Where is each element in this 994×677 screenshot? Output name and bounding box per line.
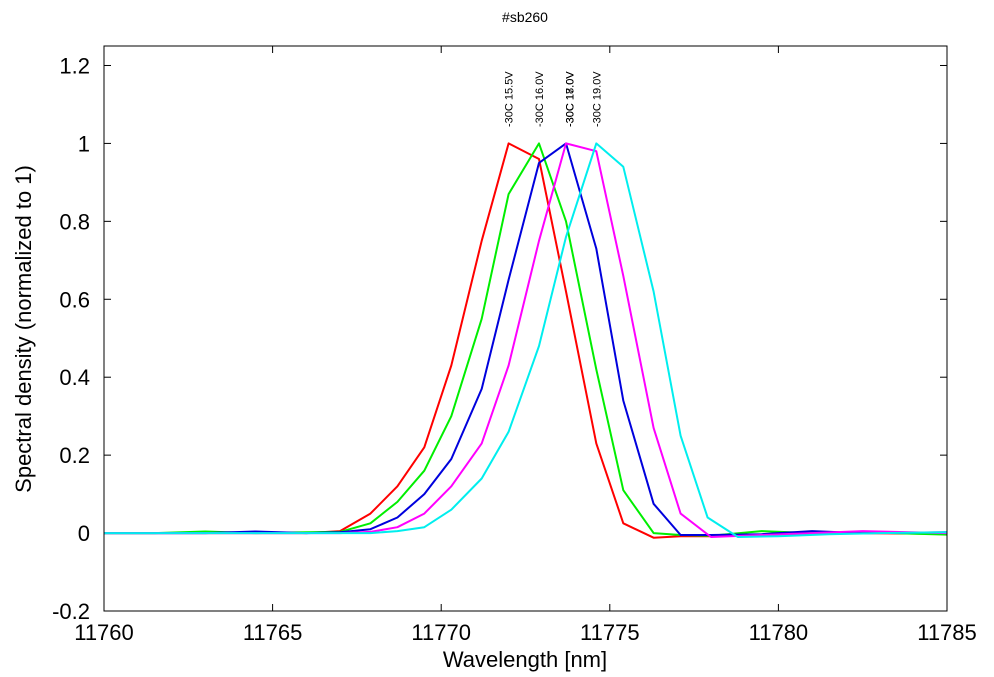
peak-label: -30C 19.0V xyxy=(591,71,603,127)
x-tick-label: 11765 xyxy=(243,620,303,645)
x-tick-label: 11770 xyxy=(411,620,471,645)
x-tick-label: 11785 xyxy=(917,620,977,645)
peak-label: -30C 17.0V xyxy=(564,71,576,127)
chart-title: #sb260 xyxy=(502,9,548,25)
y-axis-label: Spectral density (normalized to 1) xyxy=(11,165,36,493)
y-tick-label: 1.2 xyxy=(59,53,90,78)
x-axis: 11760 11765 11770 11775 11780 11785 xyxy=(74,46,977,645)
y-tick-label: 0.2 xyxy=(59,443,90,468)
y-tick-label: 0.6 xyxy=(59,287,90,312)
y-tick-label: 1 xyxy=(78,131,90,156)
x-tick-label: 11775 xyxy=(580,620,640,645)
y-tick-label: 0.8 xyxy=(59,209,90,234)
series-line-4 xyxy=(104,142,948,538)
x-tick-label: 11780 xyxy=(749,620,809,645)
series-line-2 xyxy=(104,142,948,537)
peak-label: -30C 16.0V xyxy=(534,71,546,127)
x-tick-label: 11760 xyxy=(74,620,134,645)
x-axis-label: Wavelength [nm] xyxy=(443,647,607,672)
y-tick-label: 0 xyxy=(78,521,90,546)
series-line-3 xyxy=(104,142,948,536)
y-axis: -0.2 0 0.2 0.4 0.6 0.8 1 1.2 xyxy=(52,53,947,624)
plot-frame xyxy=(103,45,948,612)
peak-labels: -30C 15.5V -30C 16.0V -30C 17.0V-30C 18.0V… xyxy=(504,71,604,127)
series-line-5 xyxy=(104,142,948,538)
peak-label: -30C 15.5V xyxy=(504,71,516,127)
series-line-1 xyxy=(104,142,948,539)
peak-label: -30C 18.0V xyxy=(564,71,576,127)
y-tick-label: 0.4 xyxy=(59,365,90,390)
plot-series xyxy=(104,142,948,539)
y-tick-label: -0.2 xyxy=(52,599,90,624)
